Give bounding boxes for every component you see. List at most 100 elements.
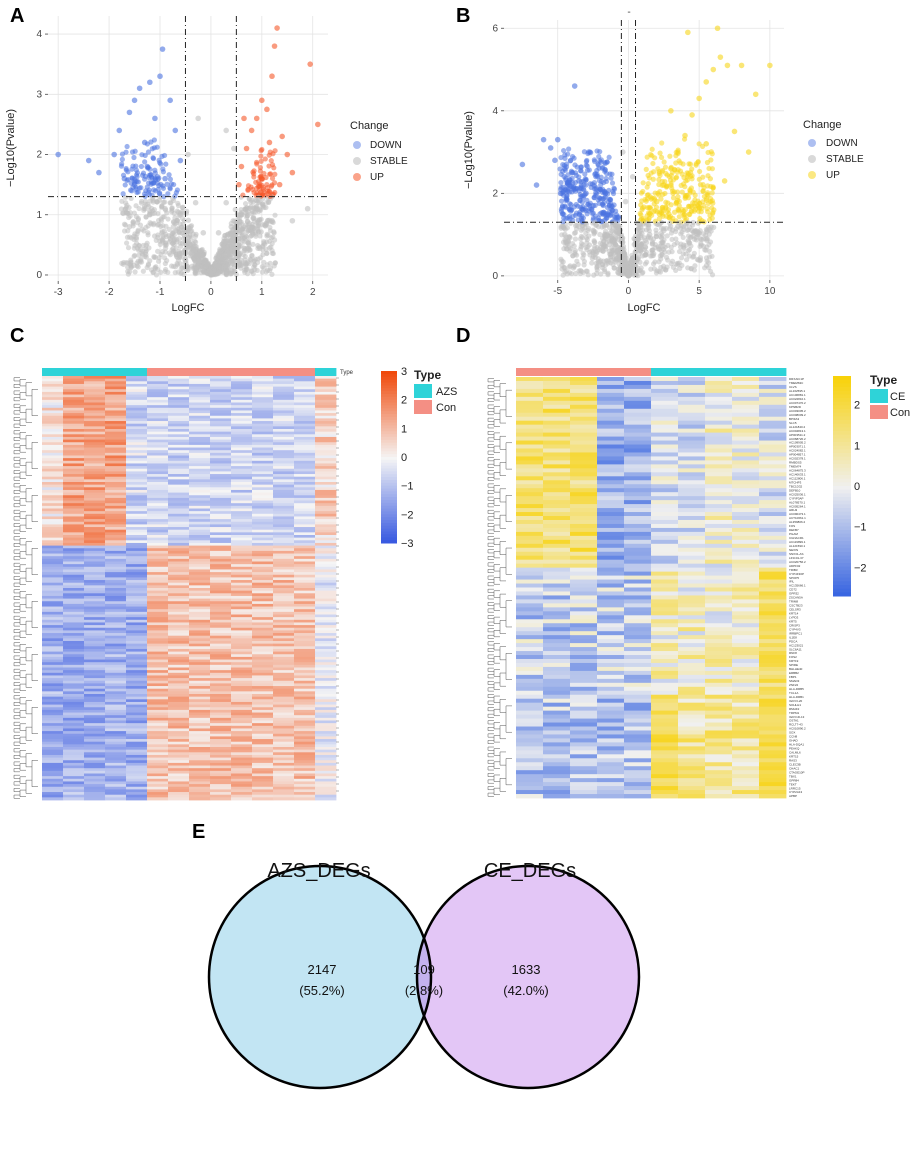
point-cloud — [166, 250, 172, 256]
heatmap-cell — [273, 646, 295, 650]
heatmap-cell — [231, 452, 253, 456]
dendrogram-branch — [19, 710, 26, 718]
heatmap-cell — [315, 712, 337, 716]
point-cloud — [578, 246, 584, 252]
point-cloud — [242, 201, 249, 207]
point-up — [689, 112, 695, 118]
heatmap-cell — [168, 426, 190, 430]
heatmap-cell — [126, 421, 148, 425]
heatmap-cell — [231, 466, 253, 470]
heatmap-cell — [315, 585, 337, 589]
heatmap-cell — [315, 423, 337, 427]
point-cloud — [601, 239, 607, 245]
heatmap-cell — [231, 656, 253, 660]
heatmap-cell — [252, 643, 274, 647]
heatmap-cell — [84, 667, 106, 671]
heatmap-cell — [273, 410, 295, 414]
heatmap-cell — [42, 712, 64, 716]
heatmap-cell — [168, 489, 190, 493]
point-cloud — [656, 222, 662, 228]
heatmap-cell — [231, 474, 253, 478]
heatmap-cell — [84, 418, 106, 422]
heatmap-cell — [315, 418, 337, 422]
point-cloud — [151, 253, 157, 260]
heatmap-cell — [273, 418, 295, 422]
heatmap-cell — [189, 606, 211, 610]
point-cloud — [212, 261, 218, 267]
heatmap-cell — [273, 429, 295, 433]
heatmap-cell — [168, 717, 190, 721]
dendrogram-branch — [13, 437, 20, 441]
heatmap-cell — [126, 561, 148, 565]
point-cloud — [128, 263, 134, 269]
heatmap-cell — [294, 638, 316, 642]
heatmap-cell — [210, 635, 232, 639]
point-cloud — [265, 185, 271, 191]
heatmap-cell — [273, 519, 295, 523]
heatmap-cell — [315, 505, 337, 509]
heatmap-cell — [252, 521, 274, 525]
heatmap-cell — [105, 542, 127, 546]
point-stable — [590, 227, 596, 234]
dendrogram-branch — [31, 760, 38, 787]
heatmap-cell — [42, 418, 64, 422]
heatmap-cell — [63, 479, 85, 483]
point-cloud — [161, 194, 167, 200]
heatmap-cell — [315, 439, 337, 443]
heatmap-cell — [315, 701, 337, 705]
heatmap-cell — [210, 418, 232, 422]
heatmap-cell — [315, 540, 337, 544]
heatmap-cell — [294, 672, 316, 676]
heatmap-cell — [42, 487, 64, 491]
point-cloud — [127, 269, 133, 275]
heatmap-cell — [63, 614, 85, 618]
heatmap-cell — [210, 476, 232, 480]
heatmap-cell — [294, 680, 316, 684]
heatmap-cell — [126, 688, 148, 692]
heatmap-cell — [147, 542, 169, 546]
point-cloud — [648, 205, 654, 212]
point-stable — [689, 227, 695, 234]
heatmap-cell — [126, 723, 148, 727]
heatmap-cell — [63, 709, 85, 713]
heatmap-cell — [84, 715, 106, 719]
heatmap-cell — [147, 696, 169, 700]
point-cloud — [651, 169, 657, 175]
heatmap-cell — [63, 707, 85, 711]
heatmap-cell — [231, 561, 253, 565]
heatmap-cell — [315, 696, 337, 700]
heatmap-cell — [294, 656, 316, 660]
heatmap-cell — [315, 709, 337, 713]
heatmap-cell — [105, 619, 127, 623]
heatmap-cell — [42, 619, 64, 623]
heatmap-cell — [168, 606, 190, 610]
heatmap-cell — [294, 694, 316, 698]
heatmap-cell — [42, 704, 64, 708]
heatmap-cell — [105, 614, 127, 618]
heatmap-cell — [231, 595, 253, 599]
heatmap-cell — [294, 630, 316, 634]
heatmap-cell — [168, 519, 190, 523]
point-cloud — [244, 210, 250, 217]
point-cloud — [245, 183, 252, 189]
heatmap-cell — [63, 622, 85, 626]
heatmap-cell — [105, 609, 127, 613]
heatmap-cell — [273, 638, 295, 642]
heatmap-cell — [315, 603, 337, 607]
heatmap-cell — [42, 598, 64, 602]
point-cloud — [708, 149, 714, 155]
heatmap-cell — [84, 540, 106, 544]
heatmap-cell — [273, 476, 295, 480]
heatmap-cell — [273, 444, 295, 448]
heatmap-cell — [231, 516, 253, 520]
heatmap-cell — [63, 659, 85, 663]
point-up — [752, 91, 759, 98]
heatmap-cell — [273, 701, 295, 705]
heatmap-cell — [294, 529, 316, 533]
heatmap-cell — [189, 603, 211, 607]
point-cloud — [158, 223, 164, 230]
heatmap-cell — [84, 410, 106, 414]
heatmap-cell — [189, 421, 211, 425]
heatmap-cell — [273, 513, 295, 517]
heatmap-cell — [168, 500, 190, 504]
